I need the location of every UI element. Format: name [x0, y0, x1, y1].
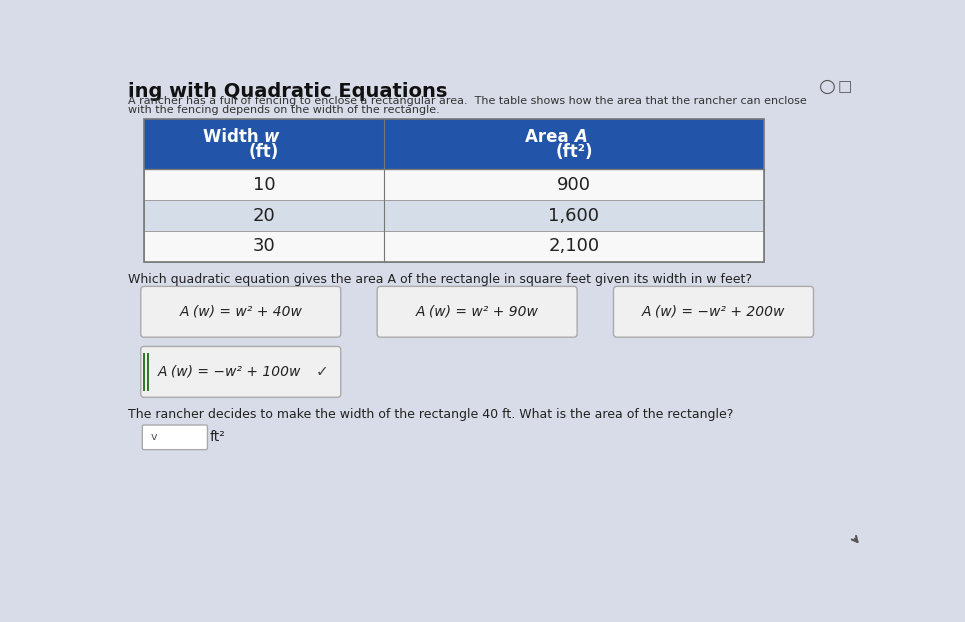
Text: ft²: ft² [209, 430, 226, 444]
Text: (ft): (ft) [249, 143, 279, 161]
Text: ing with Quadratic Equations: ing with Quadratic Equations [128, 82, 448, 101]
Bar [144, 169, 384, 200]
Text: w: w [264, 128, 280, 146]
Text: The rancher decides to make the width of the rectangle 40 ft. What is the area o: The rancher decides to make the width of… [128, 408, 733, 421]
Text: v: v [151, 432, 157, 442]
Bar [144, 119, 384, 169]
FancyBboxPatch shape [377, 286, 577, 337]
FancyBboxPatch shape [141, 346, 341, 397]
Text: with the fencing depends on the width of the rectangle.: with the fencing depends on the width of… [128, 106, 440, 116]
Text: (ft²): (ft²) [555, 143, 593, 161]
Text: 900: 900 [557, 176, 591, 193]
Text: 2,100: 2,100 [548, 238, 599, 256]
Text: ○: ○ [819, 77, 836, 96]
Text: 30: 30 [253, 238, 275, 256]
FancyBboxPatch shape [141, 286, 341, 337]
Bar [143, 353, 146, 391]
Bar [144, 119, 764, 262]
Bar [384, 169, 764, 200]
Text: □: □ [838, 79, 852, 94]
Text: A (w) = w² + 40w: A (w) = w² + 40w [179, 305, 302, 319]
FancyBboxPatch shape [614, 286, 813, 337]
Bar [144, 200, 384, 231]
Bar [144, 231, 384, 262]
Text: 20: 20 [253, 207, 275, 225]
Text: A: A [574, 128, 587, 146]
Text: A (w) = −w² + 200w: A (w) = −w² + 200w [642, 305, 786, 319]
Text: ✓: ✓ [316, 364, 328, 379]
Text: Area: Area [525, 128, 574, 146]
Bar [384, 231, 764, 262]
Text: Which quadratic equation gives the area A of the rectangle in square feet given : Which quadratic equation gives the area … [128, 272, 753, 285]
Bar [384, 119, 764, 169]
FancyBboxPatch shape [142, 425, 207, 450]
Text: 1,600: 1,600 [548, 207, 599, 225]
Text: 10: 10 [253, 176, 275, 193]
Text: Width: Width [203, 128, 264, 146]
Bar [384, 200, 764, 231]
Text: A rancher has a full of fencing to enclose a rectangular area.  The table shows : A rancher has a full of fencing to enclo… [128, 96, 807, 106]
Bar [147, 353, 150, 391]
Text: A (w) = −w² + 100w: A (w) = −w² + 100w [157, 365, 301, 379]
Text: A (w) = w² + 90w: A (w) = w² + 90w [416, 305, 538, 319]
